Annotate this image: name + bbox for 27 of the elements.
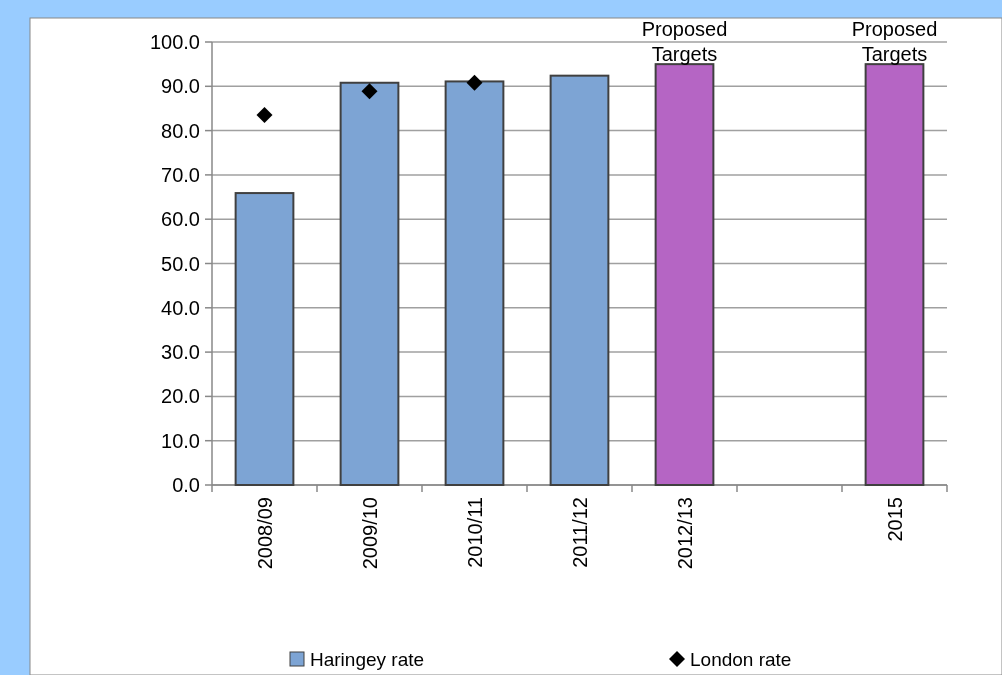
y-tick-label: 50.0 [161,252,200,275]
y-tick-label: 80.0 [161,119,200,142]
x-tick-label: 2011/12 [568,497,591,568]
legend-label: Haringey rate [310,648,425,670]
bar [654,63,715,486]
x-tick-label: 2009/10 [358,497,381,570]
y-tick-label: 10.0 [161,429,200,452]
bar [444,80,505,486]
x-tick-label: 2015 [883,497,906,542]
y-tick-label: 90.0 [161,75,200,98]
legend-label: London rate [690,648,792,670]
y-tick-label: 70.0 [161,163,200,186]
annotation: Proposed Targets [851,18,938,66]
y-tick-label: 20.0 [161,385,200,408]
x-tick-label: 2010/11 [463,497,486,568]
y-tick-label: 100.0 [149,31,200,53]
x-tick-label: 2012/13 [673,497,696,570]
bar [339,81,400,486]
bar [234,192,295,486]
annotation: Proposed Targets [641,18,728,66]
y-tick-label: 30.0 [161,341,200,364]
bar [864,63,925,486]
y-tick-label: 60.0 [161,208,200,231]
bar [549,74,610,486]
y-tick-label: 40.0 [161,296,200,319]
y-tick-label: 0.0 [172,474,200,496]
x-tick-label: 2008/09 [253,497,276,570]
